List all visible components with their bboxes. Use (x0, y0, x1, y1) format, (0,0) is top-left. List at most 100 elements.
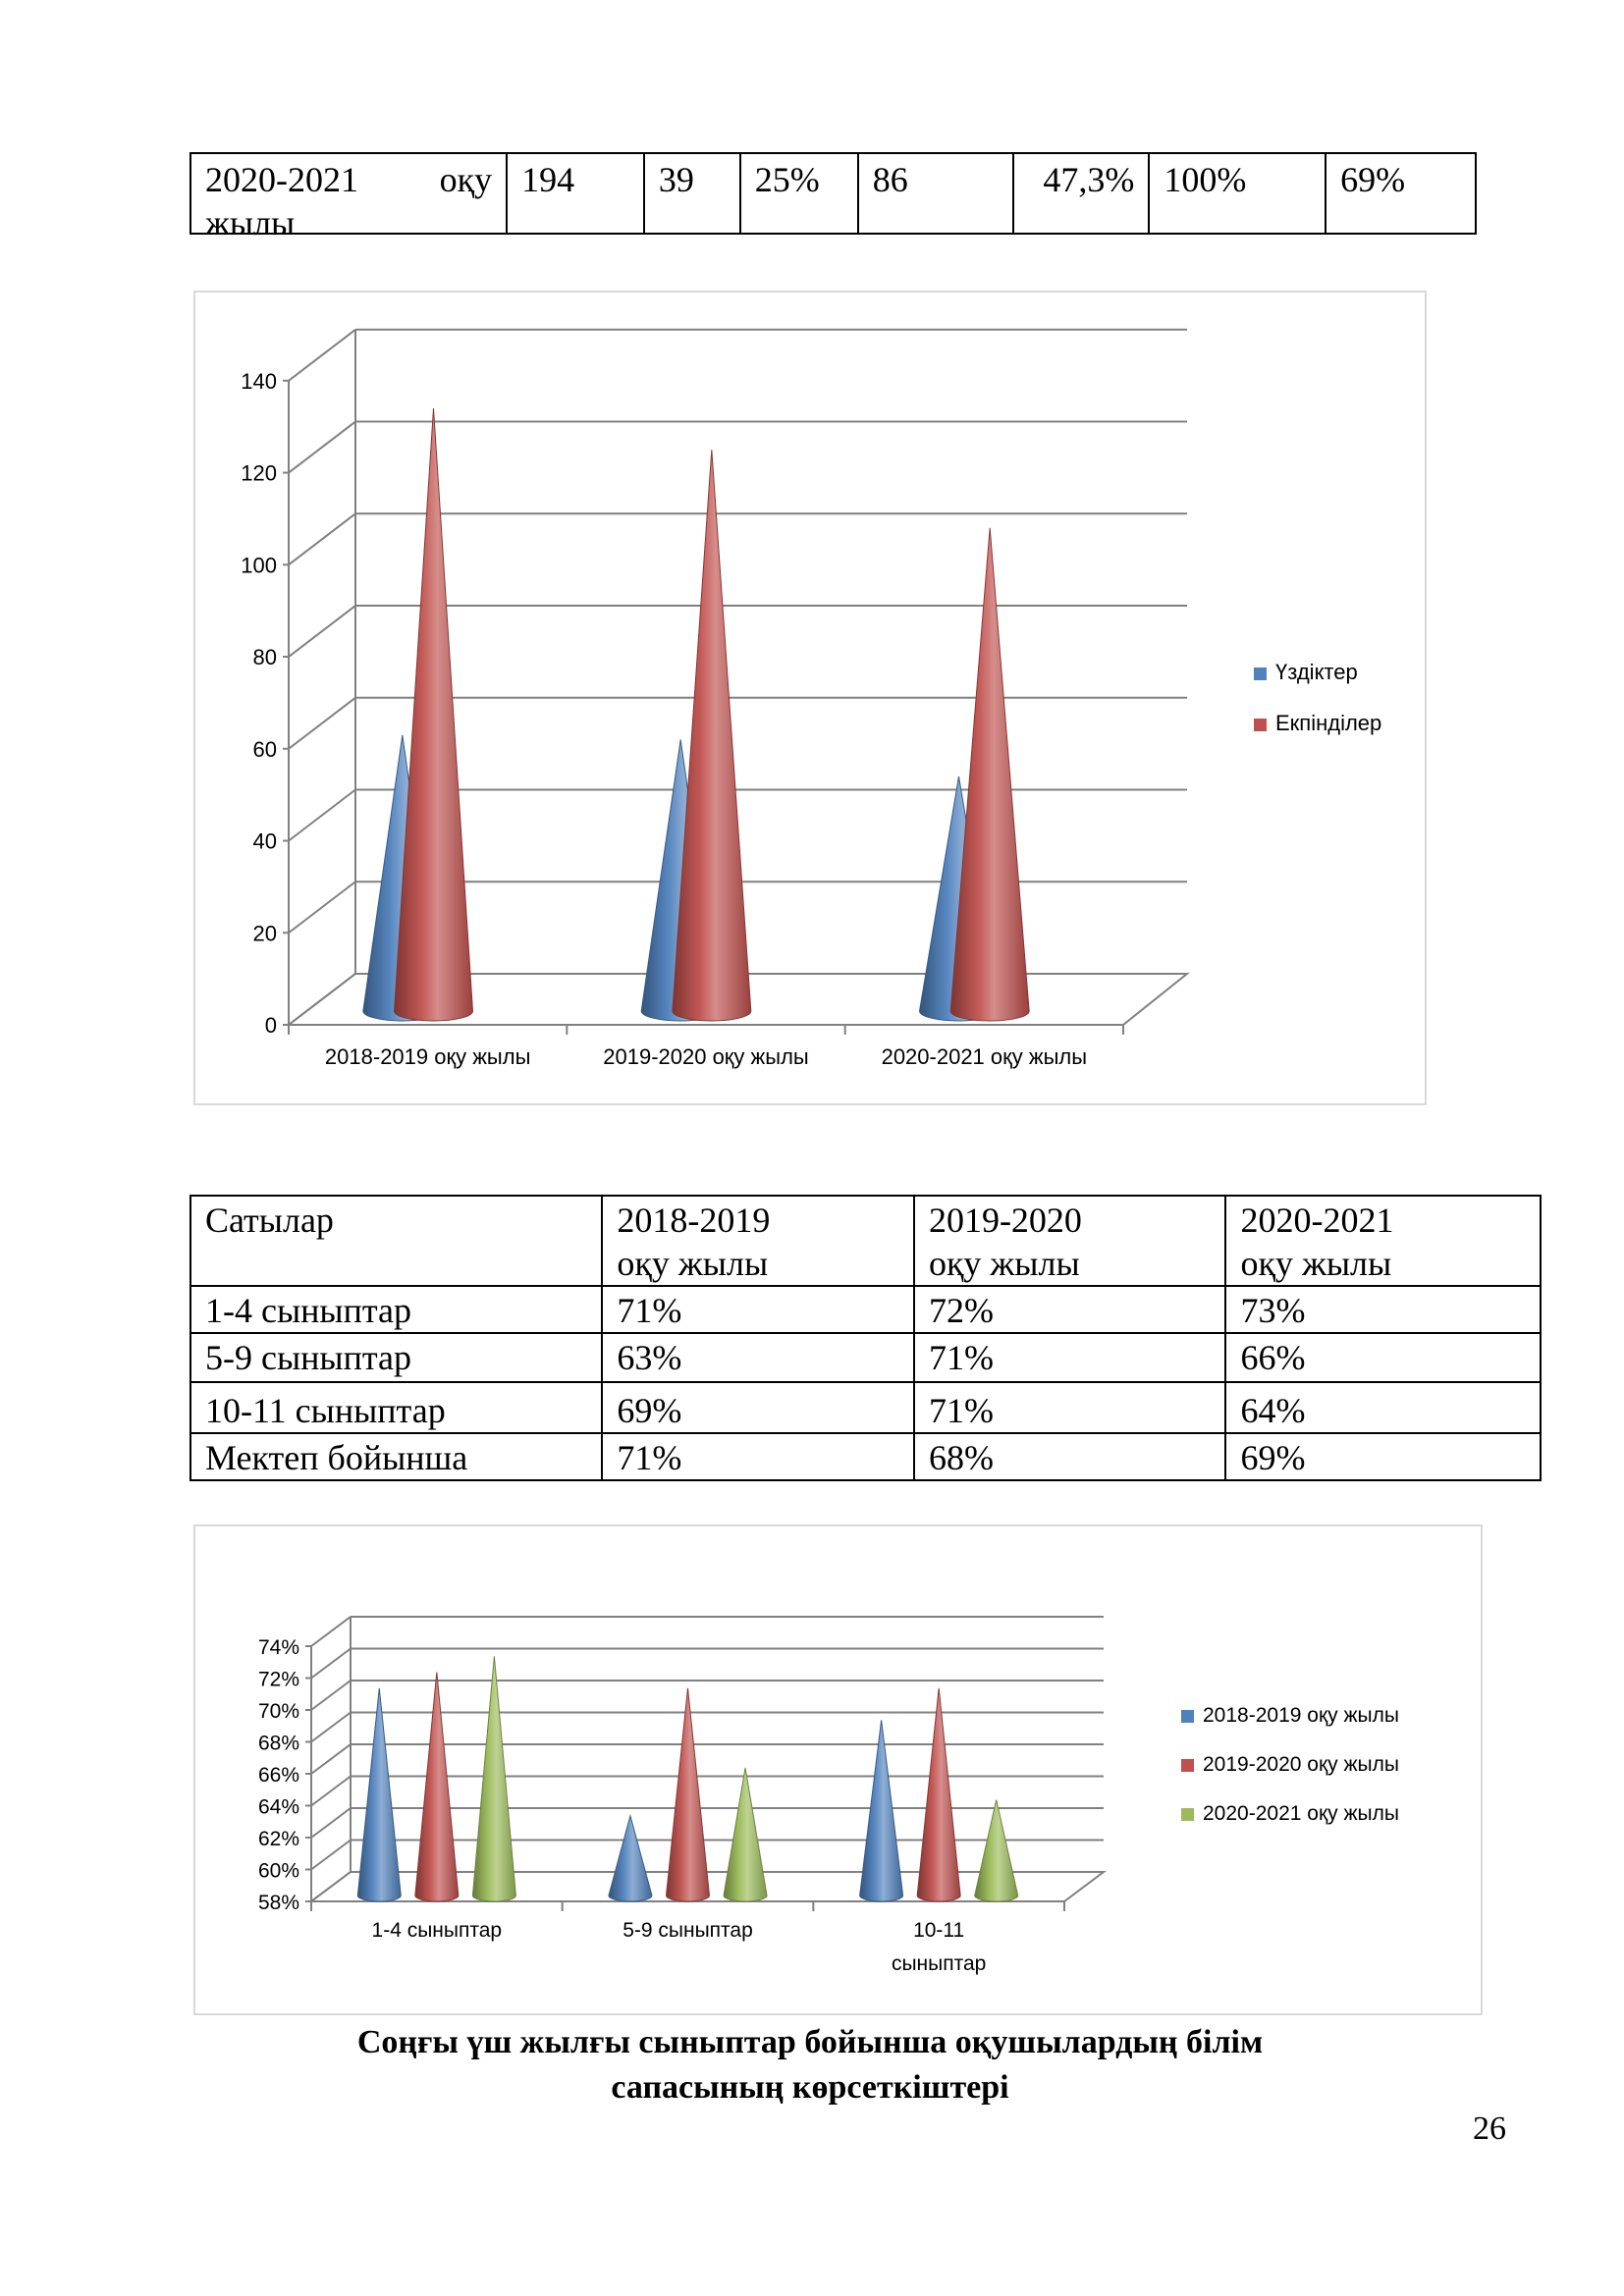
legend-label: Үздіктер (1275, 660, 1358, 684)
gridline-side (288, 605, 356, 658)
x-category-label: 5-9 сыныптар (623, 1919, 753, 1942)
table-cell: 71% (601, 1285, 915, 1334)
table-cell: 69% (1224, 1432, 1542, 1481)
page-number: 26 (1473, 2110, 1506, 2147)
y-tick-label: 64% (258, 1796, 299, 1819)
gridline-side (310, 1711, 352, 1743)
legend-label: 2020-2021 оқу жылы (1203, 1802, 1399, 1825)
legend-label: Екпінділер (1275, 711, 1381, 735)
cone-bar (949, 527, 1030, 1022)
header-line: 2018-2019 (617, 1201, 771, 1240)
quality-table: Сатылар 2018-2019 оқу жылы 2019-2020 оқу… (189, 1195, 1542, 1481)
table-header-cell: 2020-2021 оқу жылы (1224, 1195, 1542, 1287)
gridline-side (310, 1807, 352, 1839)
table-cell: 73% (1224, 1285, 1542, 1334)
y-tick-label: 140 (241, 369, 277, 394)
cone-bar (393, 407, 474, 1022)
table-cell: 39 (642, 152, 741, 235)
header-line: оқу жылы (928, 1244, 1080, 1283)
cell-word: 2020-2021 (205, 160, 358, 199)
gridline-side (310, 1680, 352, 1711)
x-category-label: сыныптар (892, 1952, 986, 1975)
cell-word: оқу (439, 160, 493, 199)
gridline-side (310, 1839, 352, 1871)
table-header-cell: 2018-2019 оқу жылы (601, 1195, 915, 1287)
table-cell: Мектеп бойынша (189, 1432, 604, 1481)
cell-word: жылы (205, 203, 296, 242)
y-tick-label: 74% (258, 1636, 299, 1659)
y-tick-label: 60 (253, 737, 277, 762)
table-cell: 100% (1148, 152, 1327, 235)
table-cell: 86 (856, 152, 1015, 235)
y-tick-label: 60% (258, 1860, 299, 1883)
cone-bar (672, 450, 752, 1022)
legend-label: 2019-2020 оқу жылы (1203, 1753, 1399, 1776)
y-tick-label: 120 (241, 461, 277, 486)
legend-swatch (1181, 1710, 1194, 1723)
legend-swatch (1181, 1808, 1194, 1821)
table-cell-year: 2020-2021 оқу жылы (189, 152, 509, 242)
y-tick-label: 66% (258, 1764, 299, 1787)
y-tick-label: 40 (253, 829, 277, 854)
chart-svg: 58% 60% 62% 64% 66% 68% 70% 72% 74% 1-4 сыныптар 5… (258, 1616, 1399, 1975)
gridline-side (310, 1616, 352, 1647)
legend-swatch (1181, 1759, 1194, 1772)
table-cell: 71% (601, 1432, 915, 1481)
table-cell: 1-4 сыныптар (189, 1285, 604, 1334)
gridline-side (288, 512, 356, 566)
cone-bar (723, 1767, 768, 1902)
table-cell: 194 (506, 152, 645, 235)
table-header-row: Сатылар 2018-2019 оқу жылы 2019-2020 оқу… (189, 1195, 1542, 1287)
chart-quality-by-grade: 58% 60% 62% 64% 66% 68% 70% 72% 74% 1-4 сыныптар 5… (193, 1524, 1483, 2015)
table-cell: 68% (912, 1432, 1227, 1481)
figure-caption: Соңғы үш жылғы сыныптар бойынша оқушылар… (295, 2020, 1326, 2110)
gridline-side (288, 696, 356, 750)
x-category-label: 1-4 сыныптар (372, 1919, 503, 1942)
table-row: 2020-2021 оқу жылы 194 39 25% 86 47,3% 1… (189, 152, 1477, 242)
x-category-label: 10-11 (913, 1919, 964, 1942)
cone-bar (356, 1687, 402, 1902)
cone-bar (916, 1687, 961, 1902)
legend-swatch (1254, 667, 1267, 680)
table-row: 1-4 сыныптар 71% 72% 73% (189, 1285, 1542, 1334)
cone-bar (974, 1799, 1019, 1902)
chart-svg: 0 20 40 60 80 100 120 140 2018-2019 оқу жылы 2019… (241, 328, 1381, 1069)
table-cell: 71% (912, 1381, 1227, 1434)
header-line: Сатылар (205, 1201, 334, 1240)
table-row: 5-9 сыныптар 63% 71% 66% (189, 1332, 1542, 1383)
gridline-side (288, 788, 356, 842)
y-tick-label: 70% (258, 1700, 299, 1723)
table-cell: 66% (1224, 1332, 1542, 1383)
y-tick-label: 20 (253, 921, 277, 945)
y-tick-label: 100 (241, 553, 277, 577)
cone-bar (414, 1672, 460, 1902)
table-cell: 10-11 сыныптар (189, 1381, 604, 1434)
table-cell: 69% (601, 1381, 915, 1434)
y-tick-label: 68% (258, 1733, 299, 1755)
caption-line: сапасының көрсеткіштері (611, 2069, 1009, 2106)
cone-bar (471, 1656, 516, 1902)
cone-bar (608, 1813, 653, 1902)
chart-excellent-students: 0 20 40 60 80 100 120 140 2018-2019 оқу жылы 2019… (193, 291, 1427, 1105)
table-cell: 71% (912, 1332, 1227, 1383)
x-category-label: 2019-2020 оқу жылы (603, 1044, 808, 1069)
legend-swatch (1254, 719, 1267, 731)
gridline-side (310, 1743, 352, 1775)
table-header-cell: 2019-2020 оқу жылы (912, 1195, 1227, 1287)
table-cell: 63% (601, 1332, 915, 1383)
header-line: оқу жылы (1240, 1244, 1392, 1283)
x-category-label: 2020-2021 оқу жылы (882, 1044, 1087, 1069)
y-tick-label: 72% (258, 1669, 299, 1691)
table-cell: 5-9 сыныптар (189, 1332, 604, 1383)
legend-label: 2018-2019 оқу жылы (1203, 1704, 1399, 1727)
table-cell: 72% (912, 1285, 1227, 1334)
y-tick-label: 58% (258, 1892, 299, 1914)
table-cell: 64% (1224, 1381, 1542, 1434)
y-tick-label: 62% (258, 1828, 299, 1850)
table-row: 10-11 сыныптар 69% 71% 64% (189, 1381, 1542, 1434)
y-tick-label: 0 (265, 1013, 277, 1038)
gridline-side (310, 1647, 352, 1680)
gridline-side (310, 1775, 352, 1807)
table-cell: 25% (738, 152, 859, 235)
header-line: оқу жылы (617, 1244, 769, 1283)
